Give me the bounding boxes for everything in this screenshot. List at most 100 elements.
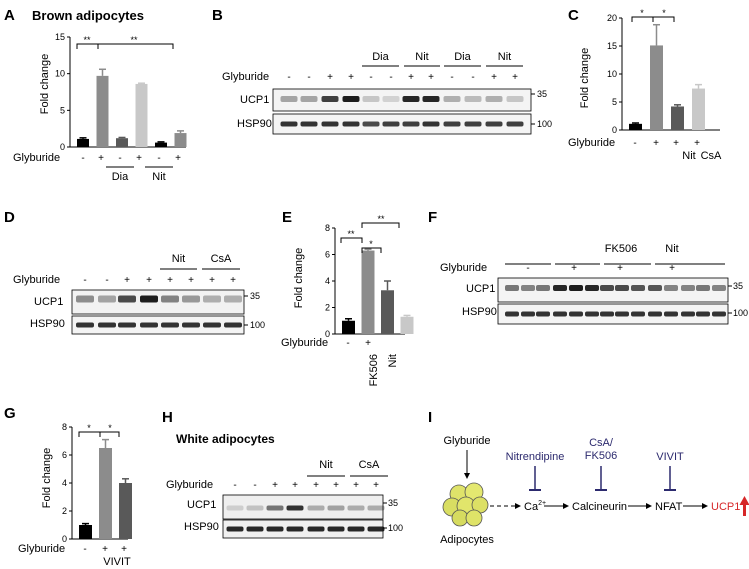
x-label-vivit: VIVIT (103, 556, 131, 568)
western-blot-bands (76, 295, 242, 328)
sign-label: - (83, 275, 86, 286)
sign-label: + (136, 153, 142, 164)
band (664, 311, 678, 317)
bar-chart-g: 0 2 4 6 8 (62, 422, 132, 544)
band (327, 505, 345, 511)
blot-label-ucp1: UCP1 (187, 499, 216, 511)
y-tick-label: 8 (325, 223, 330, 233)
band (569, 285, 583, 291)
band (485, 96, 503, 102)
band (266, 505, 284, 511)
label-nitrendipine: Nitrendipine (506, 451, 565, 463)
bar (650, 45, 663, 130)
bar (629, 123, 642, 130)
band (464, 96, 482, 102)
label-calcium: Ca2+ (524, 500, 546, 513)
band (712, 311, 726, 317)
sign-label: - (81, 153, 84, 164)
row-label-glyburide: Glyburide (568, 137, 615, 149)
significance-mark: ** (377, 214, 385, 224)
band (485, 121, 503, 127)
band (226, 505, 244, 511)
band (553, 311, 567, 317)
sign-label: - (389, 72, 392, 83)
y-tick-label: 6 (325, 250, 330, 260)
bar (96, 75, 109, 147)
band (615, 311, 629, 317)
x-label-nit: Nit (387, 354, 399, 367)
panel-letter: G (4, 405, 16, 422)
band (600, 311, 614, 317)
band (321, 96, 339, 102)
group-label: Dia (454, 51, 471, 63)
y-tick-label: 20 (607, 13, 617, 23)
band (98, 322, 116, 328)
band (161, 322, 179, 328)
bar (692, 88, 705, 130)
bar (135, 83, 148, 147)
panel-f: F Glyburide - + + + FK506 Nit UCP1 HSP90 35 … (428, 209, 748, 325)
group-label: Nit (172, 253, 185, 265)
band (402, 96, 420, 102)
y-tick-label: 0 (612, 125, 617, 135)
sign-label: - (233, 480, 236, 491)
sign-label: + (313, 480, 319, 491)
sign-label: + (146, 275, 152, 286)
x-label-csa: CsA (701, 150, 722, 162)
band (402, 121, 420, 127)
panel-title: Brown adipocytes (32, 8, 144, 23)
band (505, 285, 519, 291)
band (300, 121, 318, 127)
sign-label: - (253, 480, 256, 491)
group-label-nit: Nit (152, 171, 165, 183)
sign-label: - (105, 275, 108, 286)
mw-marker-35: 35 (537, 89, 547, 99)
band (696, 285, 710, 291)
band (300, 96, 318, 102)
band (505, 311, 519, 317)
blot-label-hsp90: HSP90 (184, 521, 219, 533)
row-label-glyburide: Glyburide (18, 543, 65, 555)
bar (361, 250, 375, 334)
y-tick-label: 5 (612, 97, 617, 107)
y-tick-label: 15 (607, 41, 617, 51)
label-ucp1: UCP1 (711, 501, 740, 513)
band (464, 121, 482, 127)
band (521, 285, 535, 291)
y-tick-label: 0 (60, 142, 65, 152)
band (631, 285, 645, 291)
band (140, 295, 158, 303)
band (182, 295, 200, 303)
bar (342, 320, 355, 334)
sign-row: - - + + - - + + - - + + (287, 72, 518, 83)
panel-letter: D (4, 209, 15, 226)
significance-mark: ** (347, 229, 355, 239)
band (648, 285, 662, 291)
band (696, 311, 710, 317)
blot-label-ucp1: UCP1 (466, 283, 495, 295)
band (307, 526, 325, 532)
panel-b: B Glyburide - - + + - - + + - - + + Dia Nit Dia Nit UC… (212, 7, 552, 135)
band (118, 295, 136, 303)
y-axis-label: Fold change (293, 248, 305, 309)
panel-a: A Brown adipocytes Fold change 0 5 10 15 Gl… (4, 7, 187, 183)
label-nfat: NFAT (655, 501, 683, 513)
mw-marker-35: 35 (388, 498, 398, 508)
y-tick-label: 4 (62, 478, 67, 488)
group-label-dia: Dia (112, 171, 129, 183)
sign-label: + (102, 544, 108, 555)
bar (79, 525, 92, 539)
significance-mark: * (87, 423, 91, 433)
significance-mark: ** (130, 35, 138, 45)
label-calcineurin: Calcineurin (572, 501, 627, 513)
significance-mark: ** (83, 35, 91, 45)
band (280, 96, 298, 102)
band (536, 311, 550, 317)
y-tick-label: 0 (325, 329, 330, 339)
label-vivit: VIVIT (656, 451, 684, 463)
band (382, 121, 400, 127)
group-label: CsA (359, 459, 380, 471)
band (224, 295, 242, 303)
y-tick-label: 10 (607, 69, 617, 79)
